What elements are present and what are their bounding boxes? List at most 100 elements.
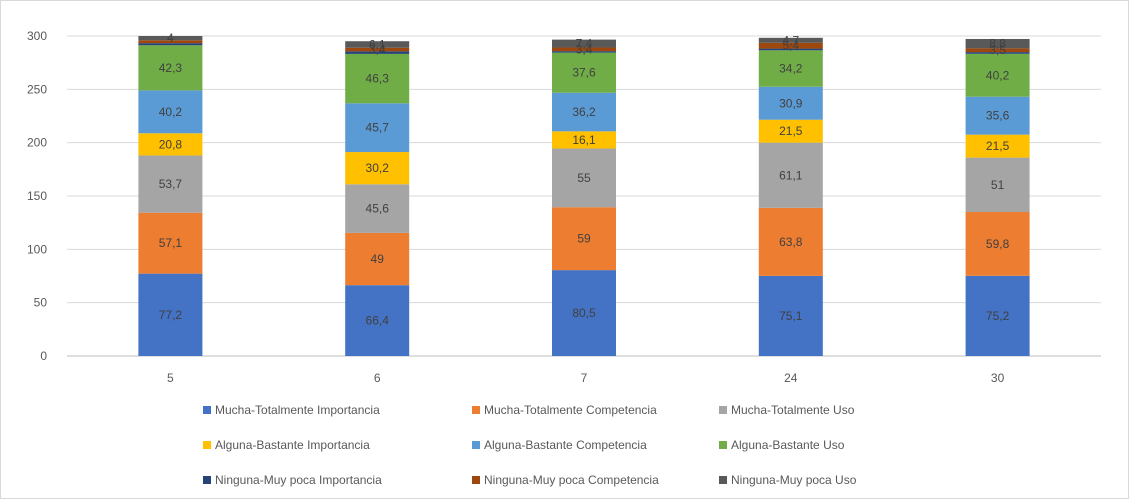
data-label: 36,2: [572, 105, 596, 119]
x-axis-ticks: 5 6 7 24 30: [167, 371, 1005, 385]
bar-segment: [758, 50, 823, 87]
bar-segment: [345, 51, 410, 54]
bar-segment: [552, 92, 616, 132]
bar-segment: [965, 96, 1030, 135]
y-tick-label: 300: [27, 29, 47, 43]
legend-item: Alguna-Bastante Competencia: [472, 438, 647, 452]
legend-swatch: [719, 476, 727, 484]
bar-segment: [345, 152, 410, 185]
legend-label: Mucha-Totalmente Uso: [731, 403, 855, 417]
bar-segment: [552, 47, 616, 52]
y-tick-label: 100: [27, 242, 47, 256]
data-label: 55: [577, 171, 591, 185]
bar-segment: [138, 90, 203, 134]
legend-item: Ninguna-Muy poca Importancia: [203, 473, 382, 487]
legend-item: Ninguna-Muy poca Uso: [719, 473, 857, 487]
legend: Mucha-Totalmente Importancia Mucha-Totalm…: [203, 403, 857, 487]
data-label: 42,3: [159, 61, 183, 75]
bar-segment: [965, 52, 1030, 54]
y-tick-label: 200: [27, 136, 47, 150]
bar-segment: [758, 37, 823, 43]
bar-segment: [138, 45, 203, 91]
bar-segment: [138, 155, 203, 213]
bar-segment: [552, 131, 616, 149]
bar-segment: [138, 273, 203, 356]
data-label: 66,4: [366, 314, 390, 328]
legend-swatch: [472, 441, 480, 449]
y-axis-ticks: 0 50 100 150 200 250 300: [27, 29, 47, 363]
y-tick-label: 250: [27, 82, 47, 96]
data-label: 34,2: [779, 62, 803, 76]
legend-item: Mucha-Totalmente Competencia: [472, 403, 657, 417]
legend-label: Ninguna-Muy poca Uso: [731, 473, 857, 487]
data-label: 30,9: [779, 96, 803, 110]
bar-segment: [138, 36, 203, 41]
data-label: 7,4: [576, 37, 593, 51]
x-tick-label: 7: [581, 371, 588, 385]
bar-segment: [965, 275, 1030, 356]
data-label: 21,5: [779, 124, 803, 138]
legend-item: Ninguna-Muy poca Competencia: [472, 473, 659, 487]
bar-segment: [138, 43, 203, 46]
bar-segment: [138, 212, 203, 274]
legend-swatch: [719, 406, 727, 414]
legend-label: Alguna-Bastante Competencia: [484, 438, 647, 452]
bars: [138, 36, 1030, 356]
bar-segment: [758, 207, 823, 276]
bar-segment: [758, 48, 823, 51]
data-label: 63,8: [779, 235, 803, 249]
data-label: 75,2: [986, 309, 1010, 323]
data-label: 3,4: [369, 43, 386, 57]
legend-item: Mucha-Totalmente Uso: [719, 403, 855, 417]
y-tick-label: 50: [34, 296, 48, 310]
data-label: 30,2: [366, 161, 390, 175]
legend-item: Mucha-Totalmente Importancia: [203, 403, 380, 417]
bar-segment: [552, 207, 616, 271]
x-tick-label: 24: [784, 371, 798, 385]
data-label: 4: [167, 31, 174, 45]
legend-swatch: [203, 441, 211, 449]
data-label: 80,5: [572, 306, 596, 320]
bar-segment: [758, 275, 823, 356]
legend-label: Ninguna-Muy poca Competencia: [484, 473, 659, 487]
data-label: 4,7: [782, 33, 799, 47]
legend-label: Mucha-Totalmente Importancia: [215, 403, 380, 417]
bar-segment: [758, 86, 823, 120]
data-label: 6,1: [369, 37, 386, 51]
legend-label: Alguna-Bastante Importancia: [215, 438, 370, 452]
bar-segment: [758, 142, 823, 208]
bar-segment: [552, 51, 616, 53]
legend-label: Alguna-Bastante Uso: [731, 438, 845, 452]
data-label: 40,2: [159, 105, 183, 119]
data-label: 46,3: [366, 72, 390, 86]
bar-segment: [345, 285, 410, 356]
legend-swatch: [719, 441, 727, 449]
bar-segment: [345, 53, 410, 104]
bar-segment: [552, 270, 616, 356]
bar-segment: [552, 52, 616, 93]
bar-segment: [345, 41, 410, 48]
data-label: 16,1: [572, 133, 596, 147]
bar-segment: [965, 134, 1030, 158]
bar-segment: [345, 103, 410, 153]
legend-swatch: [203, 406, 211, 414]
x-tick-label: 30: [991, 371, 1005, 385]
legend-swatch: [472, 476, 480, 484]
data-label: 37,6: [572, 66, 596, 80]
bar-segment: [758, 119, 823, 143]
data-label: 3,5: [989, 43, 1006, 57]
legend-item: Alguna-Bastante Importancia: [203, 438, 370, 452]
x-tick-label: 6: [374, 371, 381, 385]
bar-segment: [965, 157, 1030, 212]
data-label: 51: [991, 178, 1005, 192]
legend-label: Ninguna-Muy poca Importancia: [215, 473, 382, 487]
data-label: 75,1: [779, 309, 803, 323]
data-label: 59: [577, 232, 591, 246]
bar-segment: [138, 133, 203, 156]
bar-segment: [965, 53, 1030, 97]
data-label: 3,4: [576, 42, 593, 56]
legend-swatch: [203, 476, 211, 484]
bar-segment: [138, 40, 203, 44]
